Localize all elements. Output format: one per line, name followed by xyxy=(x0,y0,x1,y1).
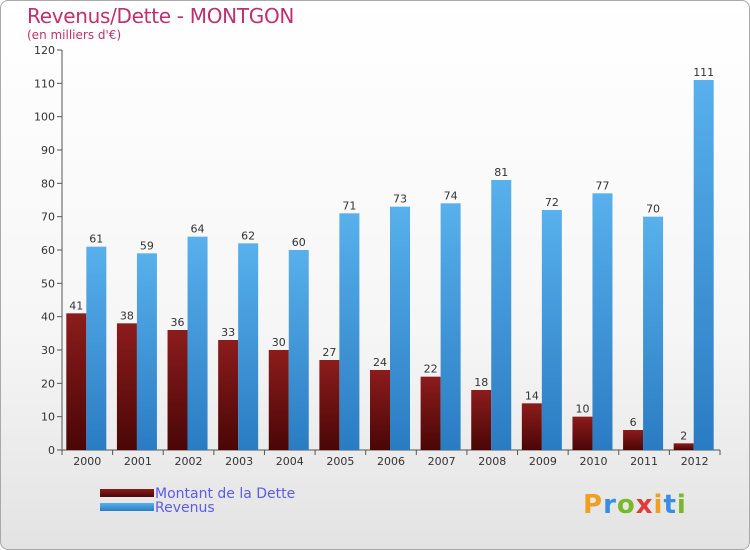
x-tick-label: 2003 xyxy=(225,455,253,468)
data-label: 61 xyxy=(89,233,103,246)
logo-letter: t xyxy=(663,490,677,520)
data-label: 24 xyxy=(373,356,387,369)
data-label: 30 xyxy=(272,336,286,349)
data-label: 73 xyxy=(393,193,407,206)
bar-debt xyxy=(66,313,87,450)
logo-letter: i xyxy=(676,490,687,520)
y-tick-label: 10 xyxy=(41,411,55,424)
data-label: 72 xyxy=(545,196,559,209)
bar-revenus xyxy=(86,246,107,450)
y-tick-label: 50 xyxy=(41,277,55,290)
legend-swatch-debt xyxy=(100,489,154,497)
bar-debt xyxy=(116,323,137,450)
bar-revenus xyxy=(643,216,664,450)
bar-debt xyxy=(572,416,593,450)
data-label: 81 xyxy=(494,166,508,179)
x-tick-label: 2007 xyxy=(428,455,456,468)
legend-label-debt: Montant de la Dette xyxy=(155,486,296,502)
bar-debt xyxy=(218,340,239,450)
chart-subtitle: (en milliers d'€) xyxy=(27,28,122,42)
bar-debt xyxy=(167,330,188,450)
bar-revenus xyxy=(693,80,714,450)
legend-swatch-revenus xyxy=(100,503,154,511)
data-label: 64 xyxy=(191,223,205,236)
data-label: 22 xyxy=(424,363,438,376)
bar-revenus xyxy=(440,203,461,450)
bar-revenus xyxy=(238,243,259,450)
x-tick-label: 2005 xyxy=(326,455,354,468)
data-label: 33 xyxy=(221,326,235,339)
x-tick-label: 2008 xyxy=(478,455,506,468)
bar-revenus xyxy=(339,213,360,450)
x-tick-label: 2011 xyxy=(630,455,658,468)
data-label: 36 xyxy=(171,316,185,329)
bar-revenus xyxy=(592,193,613,451)
y-tick-label: 110 xyxy=(34,77,55,90)
bar-debt xyxy=(370,370,390,450)
bar-revenus xyxy=(136,253,157,450)
proxiti-logo: Proxiti xyxy=(583,490,687,520)
y-tick-label: 80 xyxy=(41,177,55,190)
bar-debt xyxy=(420,376,441,450)
bar-revenus xyxy=(288,250,309,450)
y-tick-label: 90 xyxy=(41,144,55,157)
bar-debt xyxy=(521,403,542,450)
bar-revenus xyxy=(541,210,562,450)
bar-debt xyxy=(623,430,644,450)
x-tick-label: 2012 xyxy=(681,455,709,468)
bar-debt xyxy=(673,443,694,450)
bar-revenus xyxy=(187,236,208,450)
bar-debt xyxy=(471,390,492,450)
x-tick-label: 2006 xyxy=(377,455,405,468)
x-tick-label: 2010 xyxy=(579,455,607,468)
logo-letter: o xyxy=(616,490,636,520)
y-tick-label: 120 xyxy=(34,44,55,57)
data-label: 6 xyxy=(630,416,637,429)
x-tick-label: 2000 xyxy=(73,455,101,468)
bar-debt xyxy=(268,350,289,450)
y-tick-label: 40 xyxy=(41,311,55,324)
x-tick-label: 2004 xyxy=(276,455,304,468)
data-label: 70 xyxy=(646,203,660,216)
x-tick-label: 2009 xyxy=(529,455,557,468)
logo-letter: x xyxy=(635,490,654,520)
x-tick-label: 2001 xyxy=(124,455,152,468)
data-label: 60 xyxy=(292,236,306,249)
legend-label-revenus: Revenus xyxy=(155,500,215,516)
data-label: 59 xyxy=(140,239,154,252)
y-tick-label: 70 xyxy=(41,211,55,224)
logo-letter: P xyxy=(583,490,604,520)
bar-revenus xyxy=(390,206,410,450)
y-tick-label: 30 xyxy=(41,344,55,357)
data-label: 62 xyxy=(241,229,255,242)
bar-revenus xyxy=(491,180,512,450)
data-label: 77 xyxy=(595,179,609,192)
y-tick-label: 20 xyxy=(41,377,55,390)
logo-letter: i xyxy=(653,490,664,520)
data-label: 71 xyxy=(342,199,356,212)
logo-letter: r xyxy=(603,490,617,520)
y-tick-label: 60 xyxy=(41,244,55,257)
x-tick-label: 2002 xyxy=(175,455,203,468)
y-tick-label: 100 xyxy=(34,111,55,124)
data-label: 2 xyxy=(680,429,687,442)
data-label: 111 xyxy=(693,66,714,79)
data-label: 41 xyxy=(69,299,83,312)
chart-title: Revenus/Dette - MONTGON xyxy=(27,4,295,28)
data-label: 74 xyxy=(444,189,458,202)
data-label: 14 xyxy=(525,389,539,402)
data-label: 27 xyxy=(322,346,336,359)
data-label: 18 xyxy=(474,376,488,389)
bar-debt xyxy=(319,360,340,450)
y-tick-label: 0 xyxy=(48,444,55,457)
data-label: 10 xyxy=(575,403,589,416)
data-label: 38 xyxy=(120,309,134,322)
